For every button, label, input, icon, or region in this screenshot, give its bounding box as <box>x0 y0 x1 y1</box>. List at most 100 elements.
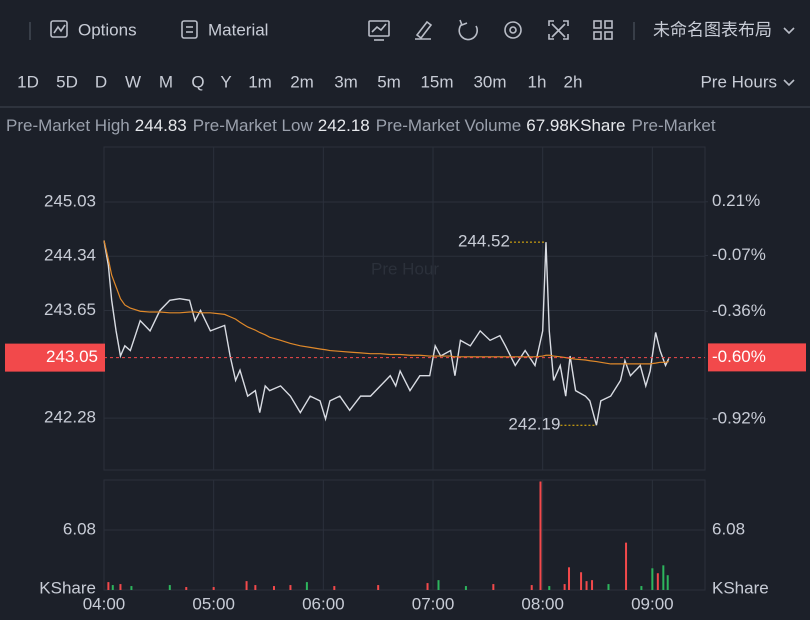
timeframe-option[interactable]: 1m <box>248 72 272 91</box>
timeframe-bar: 1D 5D D W M Q Y 1m 2m 3m 5m 15m 30m 1h 2h <box>17 72 582 91</box>
volume-bar <box>333 586 336 590</box>
volume-bar <box>651 568 654 590</box>
options-icon-line <box>53 24 66 34</box>
volume-bar <box>539 481 542 590</box>
volume-bar <box>111 585 114 590</box>
watermark: Pre Hour <box>371 259 439 278</box>
timeframe-option[interactable]: 2h <box>564 72 583 91</box>
x-tick-label: 06:00 <box>302 594 345 613</box>
stat-label: Pre-Market Volume <box>376 116 522 135</box>
timeframe-option[interactable]: 5m <box>377 72 401 91</box>
volume-bar <box>245 581 248 590</box>
layout-selector[interactable]: 未命名图表布局 <box>653 20 795 39</box>
timeframe-option[interactable]: 15m <box>420 72 453 91</box>
annotation-label: 244.52 <box>458 232 510 251</box>
timeframe-option[interactable]: 3m <box>334 72 358 91</box>
volume-bar <box>130 586 133 590</box>
material-button[interactable]: Material <box>181 20 268 39</box>
volume-bar <box>625 542 628 590</box>
y-tick-label: 243.65 <box>44 300 96 319</box>
volume-bar <box>107 582 110 590</box>
volume-bar <box>437 580 440 590</box>
volume-bar <box>272 586 275 590</box>
volume-bar <box>580 572 583 590</box>
layout-icon[interactable] <box>593 20 613 40</box>
volume-bar <box>568 567 571 590</box>
price-line <box>103 240 669 365</box>
last-change-label: -0.60% <box>712 347 766 366</box>
stat-value: 242.18 <box>318 116 370 135</box>
options-button[interactable]: Options <box>50 20 137 39</box>
annotation-label: 242.19 <box>508 415 560 434</box>
volume-bar <box>607 584 610 590</box>
timeframe-option[interactable]: 1D <box>17 72 39 91</box>
reset-icon[interactable] <box>458 19 479 41</box>
options-label: Options <box>78 20 137 39</box>
volume-bar <box>289 585 292 590</box>
y-tick-label: 242.28 <box>44 408 96 427</box>
volume-bar <box>530 585 533 590</box>
volume-bar <box>563 584 566 590</box>
price-line <box>103 240 670 426</box>
y2-tick-label: -0.36% <box>712 301 766 320</box>
indicator-icon[interactable] <box>368 20 390 41</box>
x-tick-label: 05:00 <box>192 594 235 613</box>
volume-bar <box>377 585 380 590</box>
y-tick-label: 6.08 <box>63 520 96 539</box>
timeframe-option[interactable]: M <box>159 72 173 91</box>
session-label: Pre Hours <box>700 72 777 91</box>
timeframe-option[interactable]: D <box>95 72 107 91</box>
material-icon <box>181 20 198 39</box>
volume-bar <box>168 585 171 590</box>
volume-bar <box>492 584 495 590</box>
fullscreen-icon[interactable] <box>548 20 569 40</box>
y-tick-label: 245.03 <box>44 191 96 210</box>
volume-bar <box>548 586 551 590</box>
last-change-tag <box>708 343 806 372</box>
x-tick-label: 04:00 <box>83 594 126 613</box>
volume-bar <box>640 586 643 590</box>
y-tick-label: 244.34 <box>44 246 96 265</box>
timeframe-option[interactable]: 1h <box>528 72 547 91</box>
y2-tick-label: 6.08 <box>712 520 745 539</box>
options-icon <box>50 20 68 38</box>
layout-name: 未命名图表布局 <box>653 20 772 39</box>
timeframe-option[interactable]: W <box>125 72 141 91</box>
last-price-label: 243.05 <box>46 347 98 366</box>
timeframe-option[interactable]: 5D <box>56 72 78 91</box>
timeframe-option[interactable]: 30m <box>473 72 506 91</box>
stat-label: Pre-Market Low <box>193 116 314 135</box>
volume-bar <box>666 575 669 590</box>
volume-bar <box>185 587 188 590</box>
timeframe-option[interactable]: Y <box>220 72 231 91</box>
session-selector[interactable]: Pre Hours <box>700 72 795 91</box>
timeframe-option[interactable]: 2m <box>290 72 314 91</box>
x-tick-label: 09:00 <box>631 594 674 613</box>
volume-bar <box>591 580 594 590</box>
volume-bar <box>656 573 659 590</box>
stat-value: 67.98KShare <box>526 116 625 135</box>
stat-label: Pre-Market <box>632 116 716 135</box>
last-price-tag <box>5 343 105 372</box>
y2-tick-label: -0.92% <box>712 408 766 427</box>
draw-icon[interactable] <box>415 20 433 40</box>
y2-tick-label: -0.07% <box>712 245 766 264</box>
x-tick-label: 08:00 <box>521 594 564 613</box>
volume-bar <box>119 584 122 590</box>
stat-value: 244.83 <box>135 116 187 135</box>
y2-tick-label: 0.21% <box>712 191 760 210</box>
chevron <box>783 27 795 35</box>
volume-bar <box>212 587 215 590</box>
timeframe-option[interactable]: Q <box>191 72 204 91</box>
x-tick-label: 07:00 <box>412 594 455 613</box>
volume-bar <box>464 586 467 590</box>
chart: 04:00 05:00 06:00 07:00 08:00 09:00 245.03 244.… <box>5 146 806 613</box>
volume-bar <box>662 565 665 590</box>
chevron <box>783 79 795 87</box>
volume-unit: KShare <box>39 578 96 597</box>
volume-unit: KShare <box>712 578 769 597</box>
settings-icon[interactable] <box>504 21 522 39</box>
volume-bar <box>254 585 257 590</box>
